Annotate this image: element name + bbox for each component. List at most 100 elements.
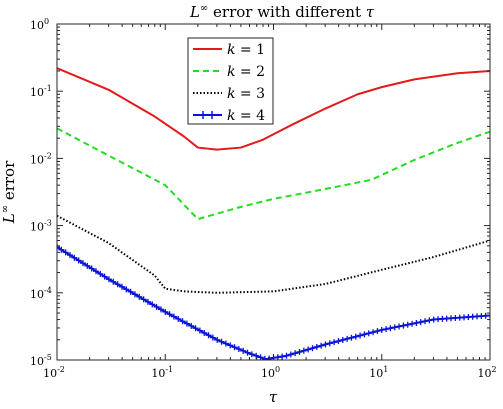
series-line-k2 (57, 127, 490, 221)
series-marker-k4 (309, 345, 316, 352)
legend: k = 1 k = 2 k = 3 k = 4 (187, 37, 274, 125)
series-marker-k4 (361, 331, 368, 338)
series-marker-k4 (153, 303, 160, 310)
series-marker-k4 (183, 320, 190, 327)
series-marker-k4 (240, 347, 247, 354)
series-marker-k4 (348, 334, 355, 341)
x-tick-label: 10-2 (43, 365, 65, 380)
series-marker-k4 (331, 339, 338, 346)
series-marker-k4 (352, 333, 359, 340)
series-marker-k4 (383, 326, 390, 333)
series-marker-k4 (391, 324, 398, 331)
series-marker-k4 (378, 326, 385, 333)
series-marker-k4 (426, 317, 433, 324)
series-marker-k4 (196, 327, 203, 334)
y-tick-label: 100 (30, 17, 49, 32)
series-marker-k4 (231, 344, 238, 351)
series-marker-k4 (287, 351, 294, 358)
series-marker-k4 (75, 257, 82, 264)
series-marker-k4 (487, 312, 490, 319)
series-marker-k4 (166, 311, 173, 318)
series-marker-k4 (300, 347, 307, 354)
series-marker-k4 (118, 283, 125, 290)
series-marker-k4 (58, 246, 65, 253)
series-marker-k4 (326, 340, 333, 347)
series-marker-k4 (274, 354, 281, 360)
series-marker-k4 (140, 296, 147, 303)
series-marker-k4 (253, 352, 260, 359)
y-tick-label: 10-5 (30, 353, 52, 368)
series-marker-k4 (57, 244, 60, 251)
series-marker-k4 (344, 335, 351, 342)
legend-item-k1: k = 1 (193, 42, 265, 58)
series-marker-k4 (292, 350, 299, 357)
x-tick-label: 102 (477, 365, 496, 380)
legend-label: k = 1 (227, 42, 265, 58)
x-tick-label: 101 (369, 365, 388, 380)
series-marker-k4 (417, 319, 424, 326)
series-marker-k4 (209, 334, 216, 341)
series-marker-k4 (162, 308, 169, 315)
chart-title: L∞ error with different τ (189, 3, 375, 21)
series-marker-k4 (110, 278, 117, 285)
series-marker-k4 (357, 332, 364, 339)
series-marker-k4 (97, 270, 104, 277)
series-marker-k4 (79, 260, 86, 267)
legend-label: k = 2 (227, 64, 265, 80)
series-marker-k4 (387, 325, 394, 332)
series-marker-k4 (201, 329, 208, 336)
series-marker-k4 (127, 288, 134, 295)
series-marker-k4 (279, 353, 286, 360)
series-marker-k4 (248, 351, 255, 358)
series-marker-k4 (144, 298, 151, 305)
legend-label: k = 3 (227, 86, 265, 102)
series-marker-k4 (131, 291, 138, 298)
series-marker-k4 (235, 346, 242, 353)
legend-item-k3: k = 3 (193, 86, 265, 102)
series-marker-k4 (227, 342, 234, 349)
series-marker-k4 (179, 318, 186, 325)
legend-label: k = 4 (227, 108, 265, 124)
series-marker-k4 (339, 336, 346, 343)
series-marker-k4 (283, 352, 290, 359)
series-marker-k4 (266, 355, 273, 360)
series-marker-k4 (192, 325, 199, 332)
series-marker-k4 (92, 268, 99, 275)
series-marker-k4 (396, 323, 403, 330)
series-marker-k4 (222, 340, 229, 347)
series-line-k4 (57, 246, 490, 360)
series-marker-k4 (62, 249, 69, 256)
y-tick-label: 10-1 (30, 84, 52, 99)
x-tick-label: 10-1 (151, 365, 173, 380)
series-marker-k4 (66, 252, 73, 259)
series-marker-k4 (244, 349, 251, 356)
series-marker-k4 (149, 301, 156, 308)
y-tick-label: 10-2 (30, 151, 52, 166)
series-marker-k4 (88, 265, 95, 272)
legend-box (187, 37, 274, 125)
series-marker-k4 (157, 306, 164, 313)
series-marker-k4 (404, 321, 411, 328)
series-marker-k4 (313, 343, 320, 350)
series-line-k1 (57, 67, 490, 151)
y-axis-label: L∞ error (0, 160, 18, 224)
series-marker-k4 (365, 330, 372, 337)
series-marker-k4 (101, 273, 108, 280)
series-marker-k4 (170, 313, 177, 320)
series-marker-k4 (71, 254, 78, 261)
series-marker-k4 (374, 328, 381, 335)
y-tick-label: 10-3 (30, 219, 52, 234)
series-marker-k4 (114, 281, 121, 288)
series-marker-k4 (218, 338, 225, 345)
series-marker-k4 (296, 348, 303, 355)
series-marker-k4 (400, 322, 407, 329)
series-marker-k4 (409, 320, 416, 327)
series-layer (57, 67, 490, 360)
series-marker-k4 (305, 346, 312, 353)
x-tick-label: 100 (261, 365, 280, 380)
series-marker-k4 (205, 332, 212, 339)
legend-item-k2: k = 2 (193, 64, 265, 80)
series-marker-k4 (318, 342, 325, 349)
series-marker-k4 (413, 319, 420, 326)
